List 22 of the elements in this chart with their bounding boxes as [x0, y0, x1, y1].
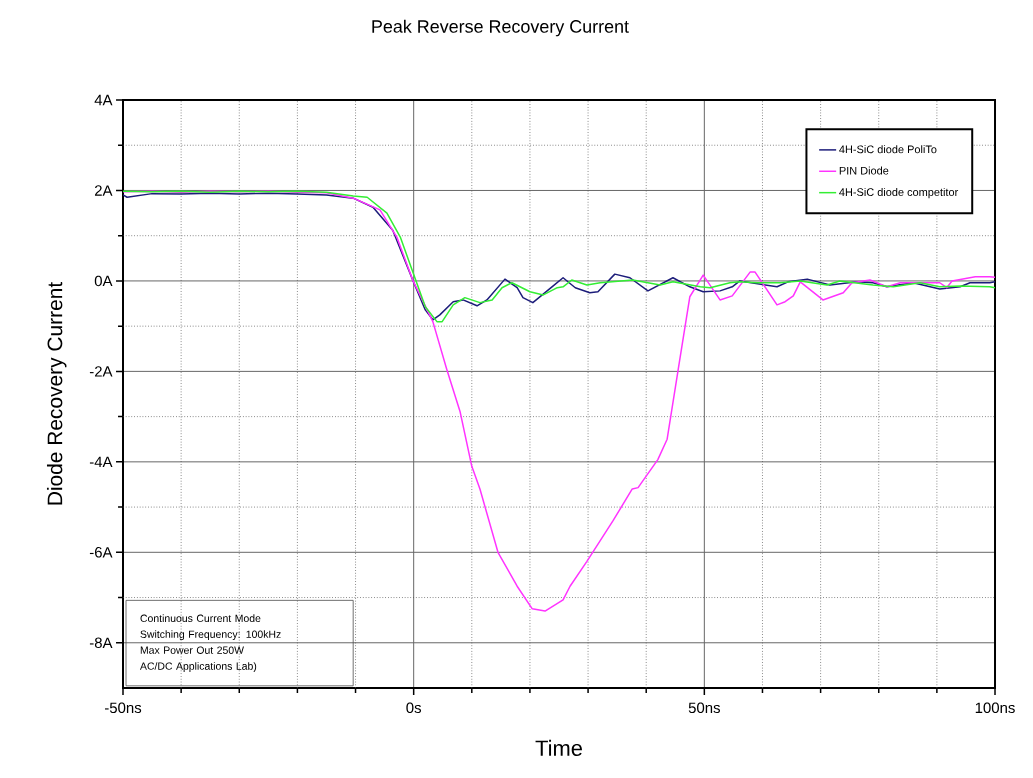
x-tick-label: -50ns	[104, 702, 142, 714]
y-tick-label: -4A	[89, 456, 113, 467]
x-tick-label: 50ns	[688, 702, 720, 714]
y-tick-label: -8A	[89, 637, 113, 649]
legend-label: 4H-SiC diode PoliTo	[839, 145, 937, 154]
y-tick-label: 4A	[94, 94, 113, 106]
x-tick-label: 0s	[406, 702, 422, 714]
legend-label: PIN Diode	[839, 166, 889, 175]
chart-title: Peak Reverse Recovery Current	[372, 19, 629, 37]
y-tick-label: -6A	[89, 547, 113, 558]
y-tick-label: 2A	[94, 185, 113, 196]
line-series	[123, 190, 996, 612]
legend-label: 4H-SiC diode competitor	[839, 187, 959, 199]
x-tick-label: 100ns	[975, 702, 1015, 714]
annotation: Max Power Out 250W	[140, 646, 244, 654]
y-tick-label: 0A	[94, 275, 113, 287]
annotation: Switching Frequency: 100kHz	[140, 630, 281, 641]
y-tick-label: -2A	[89, 366, 113, 377]
y-axis-title: Diode Recovery Current	[46, 282, 67, 505]
x-axis-title: Time	[535, 739, 582, 756]
annotation: Continuous Current Mode	[140, 614, 261, 622]
annotation: AC/DC Applications Lab)	[139, 662, 257, 672]
